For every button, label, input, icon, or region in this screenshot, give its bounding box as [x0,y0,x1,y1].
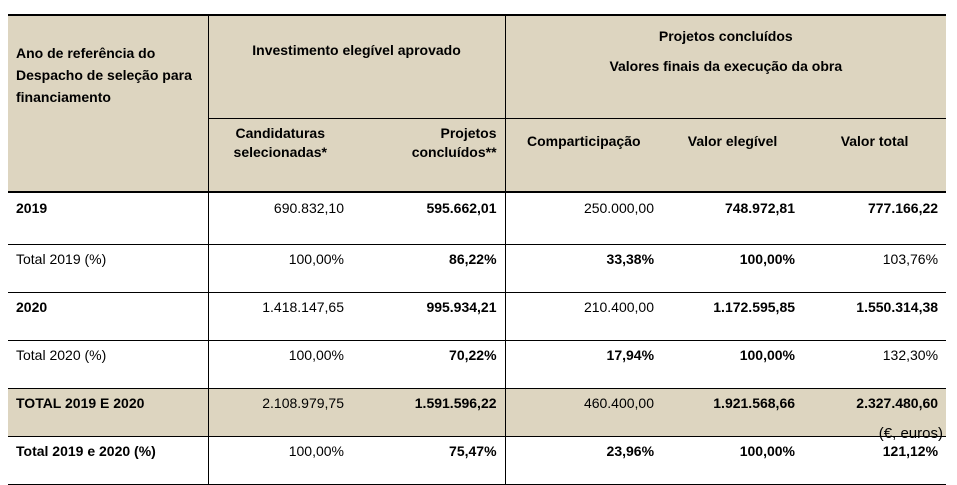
table-row-total-2020-pct: Total 2020 (%) 100,00% 70,22% 17,94% 100… [8,340,947,389]
header-comparticipacao: Comparticipação [504,118,663,193]
cell: 2.108.979,75 [207,388,352,437]
row-label: Total 2019 (%) [8,244,208,293]
header-projetos-concluidos-sub: Projetos concluídos** [352,118,506,193]
header-investimento: Investimento elegível aprovado [207,14,506,119]
row-label: TOTAL 2019 E 2020 [8,388,208,437]
cell: 995.934,21 [352,292,506,341]
row-label: Total 2019 e 2020 (%) [8,436,208,485]
table-row-2020: 2020 1.418.147,65 995.934,21 210.400,00 … [8,292,947,341]
table-row-total-2019-2020-pct: Total 2019 e 2020 (%) 100,00% 75,47% 23,… [8,436,947,485]
cell: 210.400,00 [504,292,663,341]
cell: 1.550.314,38 [803,292,947,341]
cell: 86,22% [352,244,506,293]
table-row-2019: 2019 690.832,10 595.662,01 250.000,00 74… [8,191,947,245]
unit-note: (€, euros) [878,425,943,442]
table-row-total-2019-2020: TOTAL 2019 E 2020 2.108.979,75 1.591.596… [8,388,947,437]
cell: 748.972,81 [662,191,804,245]
cell: 100,00% [207,244,352,293]
cell: 1.921.568,66 [662,388,804,437]
header-valor-elegivel: Valor elegível [662,118,804,193]
cell: 70,22% [352,340,506,389]
cell: 460.400,00 [504,388,663,437]
cell: 132,30% [803,340,947,389]
header-projetos-line1: Projetos concluídos [658,28,793,44]
header-projetos-concluidos: Projetos concluídos Valores finais da ex… [504,14,947,119]
cell: 250.000,00 [504,191,663,245]
row-label: Total 2020 (%) [8,340,208,389]
cell: 1.591.596,22 [352,388,506,437]
row-label: 2020 [8,292,208,341]
cell: 100,00% [207,436,352,485]
funding-table: Ano de referência do Despacho de seleção… [8,14,947,485]
cell: 23,96% [504,436,663,485]
header-candidaturas: Candidaturas selecionadas* [207,118,352,193]
header-year: Ano de referência do Despacho de seleção… [8,14,208,193]
header-projetos-line2: Valores finais da execução da obra [609,58,843,74]
cell: 100,00% [207,340,352,389]
cell: 121,12% [803,436,947,485]
cell: 2.327.480,60 [803,388,947,437]
header-valor-total: Valor total [803,118,947,193]
cell: 777.166,22 [803,191,947,245]
cell: 100,00% [662,244,804,293]
cell: 690.832,10 [207,191,352,245]
cell: 1.418.147,65 [207,292,352,341]
cell: 100,00% [662,436,804,485]
cell: 1.172.595,85 [662,292,804,341]
cell: 33,38% [504,244,663,293]
table-row-total-2019-pct: Total 2019 (%) 100,00% 86,22% 33,38% 100… [8,244,947,293]
row-label: 2019 [8,191,208,245]
cell: 75,47% [352,436,506,485]
cell: 103,76% [803,244,947,293]
cell: 100,00% [662,340,804,389]
cell: 17,94% [504,340,663,389]
cell: 595.662,01 [352,191,506,245]
